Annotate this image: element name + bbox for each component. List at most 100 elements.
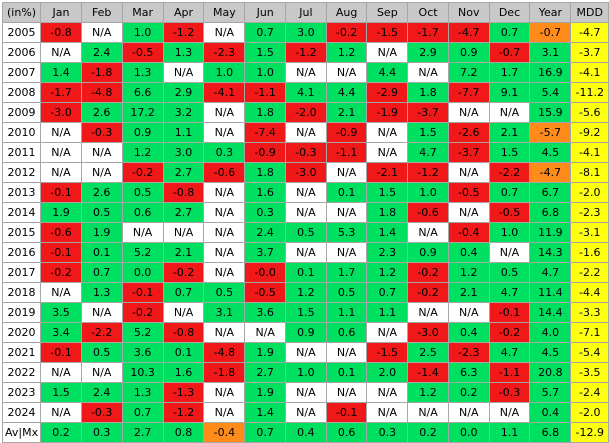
table-row: 2015 -0.6 1.9 N/A N/A N/A 2.4 0.5 5.3 1.4 N/A -0.4 1… [1,222,609,243]
table-row: 2009 -3.0 2.6 17.2 3.2 N/A 1.8 -2.0 2.1 -1.9 -3.7 N… [1,102,609,123]
value-cell: N/A [447,202,490,223]
value-cell: 0.1 [80,242,123,263]
value-cell: 1.7 [325,262,368,283]
value-cell: N/A [325,242,368,263]
row-label: 2009 [1,102,42,123]
value-cell: N/A [40,122,82,143]
value-cell: 2.5 [407,342,449,363]
value-cell: 3.6 [244,302,287,323]
value-cell: 4.5 [529,342,572,363]
row-label: 2022 [1,362,42,383]
value-cell: 0.7 [80,262,123,283]
value-cell: N/A [203,202,246,223]
value-cell: -1.8 [80,62,123,83]
value-cell: N/A [407,402,449,423]
value-cell: N/A [285,382,327,403]
value-cell: 1.5 [244,42,287,63]
value-cell: 2.1 [488,122,531,143]
value-cell: N/A [488,242,531,263]
value-cell: 0.5 [203,282,246,303]
value-cell: 1.2 [366,262,409,283]
value-cell: 1.1 [162,122,205,143]
value-cell: -4.8 [203,342,246,363]
value-cell: N/A [203,122,246,143]
column-header: Year [529,2,572,23]
value-cell: 0.5 [80,342,123,363]
row-label: 2013 [1,182,42,203]
value-cell: 1.2 [447,262,490,283]
value-cell: 0.6 [121,202,164,223]
value-cell: 3.5 [40,302,82,323]
column-header: Oct [407,2,449,23]
value-cell: N/A [244,322,287,343]
value-cell: -0.8 [162,182,205,203]
value-cell: 0.5 [80,202,123,223]
value-cell: 1.2 [407,382,449,403]
row-label: 2012 [1,162,42,183]
value-cell: N/A [447,162,490,183]
value-cell: -0.0 [244,262,287,283]
value-cell: -4.7 [529,162,572,183]
value-cell: N/A [80,142,123,163]
row-label: 2024 [1,402,42,423]
value-cell: 1.9 [244,382,287,403]
table-row: 2018 N/A 1.3 -0.1 0.7 0.5 -0.5 1.2 0.5 0.7 -0.2 2.1… [1,282,609,303]
value-cell: N/A [325,62,368,83]
value-cell: 2.4 [80,382,123,403]
value-cell: 3.7 [244,242,287,263]
value-cell: -1.1 [325,142,368,163]
value-cell: -3.0 [407,322,449,343]
value-cell: 10.3 [121,362,164,383]
value-cell: -1.5 [366,22,409,43]
value-cell: 4.4 [366,62,409,83]
value-cell: -4.7 [570,22,609,43]
value-cell: N/A [40,142,82,163]
value-cell: -2.0 [570,182,609,203]
value-cell: -0.5 [447,182,490,203]
value-cell: N/A [40,402,82,423]
value-cell: 6.7 [529,182,572,203]
value-cell: N/A [285,342,327,363]
value-cell: N/A [162,62,205,83]
value-cell: N/A [366,122,409,143]
value-cell: 0.4 [447,322,490,343]
value-cell: -1.8 [203,362,246,383]
value-cell: N/A [121,222,164,243]
table-row: 2022 N/A N/A 10.3 1.6 -1.8 2.7 1.0 0.1 2.0 -1.4 6.3… [1,362,609,383]
value-cell: -0.6 [203,162,246,183]
value-cell: N/A [285,242,327,263]
column-header: Feb [80,2,123,23]
value-cell: 6.8 [529,422,572,443]
value-cell: -0.1 [40,342,82,363]
value-cell: 0.3 [203,142,246,163]
value-cell: 2.9 [162,82,205,103]
value-cell: -0.6 [407,202,449,223]
value-cell: 0.1 [162,342,205,363]
value-cell: N/A [366,322,409,343]
value-cell: 1.3 [80,282,123,303]
value-cell: 1.2 [285,282,327,303]
value-cell: 1.1 [366,302,409,323]
unit-header: (in%) [1,2,42,23]
value-cell: N/A [366,402,409,423]
value-cell: 17.2 [121,102,164,123]
value-cell: N/A [80,162,123,183]
value-cell: 2.7 [121,422,164,443]
value-cell: 2.3 [366,242,409,263]
value-cell: -0.3 [80,122,123,143]
row-label: 2018 [1,282,42,303]
value-cell: -0.9 [325,122,368,143]
table-row: 2021 -0.1 0.5 3.6 0.1 -4.8 1.9 N/A N/A -1.5 2.5 -2.… [1,342,609,363]
value-cell: 0.7 [162,282,205,303]
value-cell: 0.0 [447,422,490,443]
value-cell: N/A [203,22,246,43]
value-cell: -3.0 [40,102,82,123]
value-cell: -3.0 [285,162,327,183]
row-label: 2014 [1,202,42,223]
column-header: Jun [244,2,287,23]
value-cell: N/A [203,222,246,243]
value-cell: -0.4 [447,222,490,243]
value-cell: N/A [162,302,205,323]
value-cell: -2.2 [570,262,609,283]
